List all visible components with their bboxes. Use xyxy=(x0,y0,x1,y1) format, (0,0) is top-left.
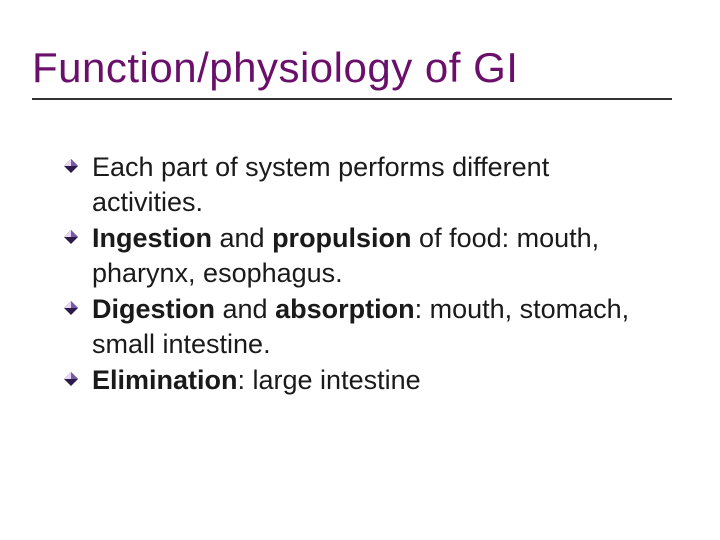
body-list: Each part of system performs different a… xyxy=(92,150,660,400)
diamond-bullet-icon xyxy=(64,372,78,386)
list-item-text: Ingestion and propulsion of food: mouth,… xyxy=(92,223,599,288)
list-item-text: Elimination: large intestine xyxy=(92,365,421,395)
title-underline xyxy=(32,98,672,100)
list-item: Ingestion and propulsion of food: mouth,… xyxy=(92,221,660,290)
title-block: Function/physiology of GI xyxy=(32,44,688,100)
slide: Function/physiology of GI Each part of s… xyxy=(0,0,720,540)
slide-title: Function/physiology of GI xyxy=(32,44,688,98)
diamond-bullet-icon xyxy=(64,230,78,244)
diamond-bullet-icon xyxy=(64,159,78,173)
list-item: Digestion and absorption: mouth, stomach… xyxy=(92,292,660,361)
list-item: Elimination: large intestine xyxy=(92,363,660,398)
list-item: Each part of system performs different a… xyxy=(92,150,660,219)
diamond-bullet-icon xyxy=(64,301,78,315)
list-item-text: Each part of system performs different a… xyxy=(92,152,549,217)
list-item-text: Digestion and absorption: mouth, stomach… xyxy=(92,294,629,359)
